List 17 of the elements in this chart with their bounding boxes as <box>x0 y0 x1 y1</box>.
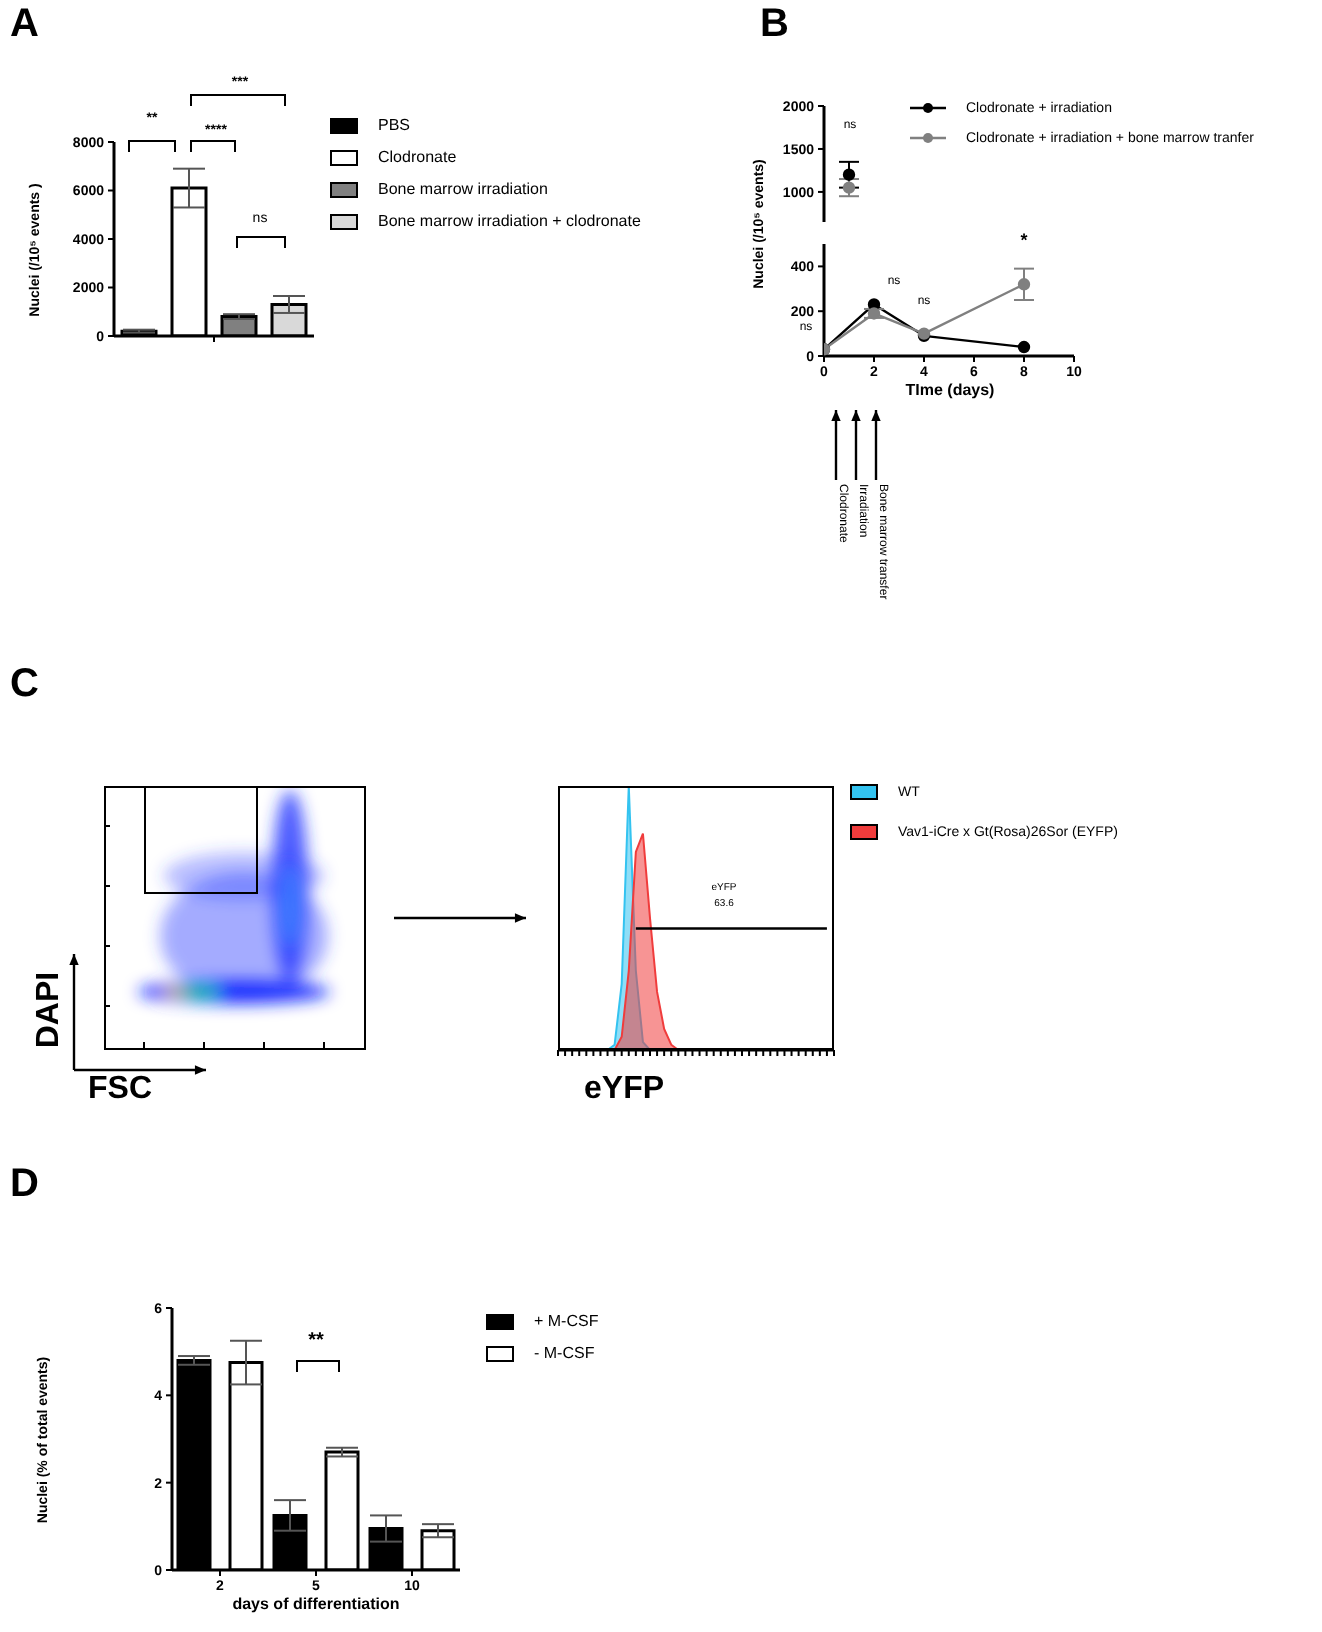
x-axis-title: eYFP <box>583 1072 665 1108</box>
legend-label: + M-CSF <box>534 1312 599 1330</box>
text: FSC <box>88 1072 152 1108</box>
annotation: ** <box>308 1330 324 1352</box>
legend-label: Clodronate <box>378 148 457 166</box>
legend-label: Bone marrow irradiation <box>378 180 548 198</box>
text: DAPI <box>32 971 68 1049</box>
text: B <box>760 2 789 46</box>
legend-label: Bone marrow irradiation + clodronate <box>378 212 641 230</box>
x-axis-title: days of differentiation <box>232 1595 400 1613</box>
text: C <box>10 662 39 706</box>
annotation: * <box>1020 230 1028 250</box>
text: D <box>10 1162 39 1206</box>
text: A <box>10 2 39 46</box>
x-axis-title: TIme (days) <box>905 381 995 399</box>
legend-label: PBS <box>378 116 411 134</box>
legend-label: - M-CSF <box>534 1344 595 1362</box>
